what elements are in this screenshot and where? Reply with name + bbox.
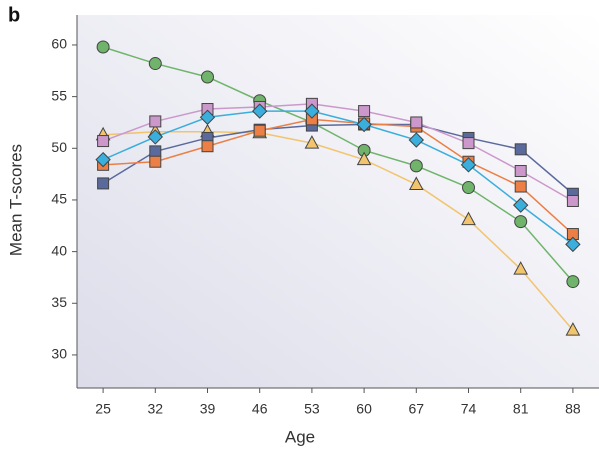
marker — [566, 194, 579, 207]
marker — [408, 132, 425, 148]
marker — [513, 261, 529, 275]
marker — [149, 145, 162, 158]
marker — [462, 181, 475, 195]
marker — [512, 197, 529, 213]
marker — [566, 275, 580, 289]
marker — [514, 215, 528, 229]
y-tick-label: 35 — [51, 294, 67, 310]
x-tick-label: 88 — [565, 401, 581, 417]
x-tick-label: 60 — [356, 401, 372, 417]
x-tick-label: 25 — [95, 401, 111, 417]
marker — [95, 151, 111, 168]
marker — [201, 70, 214, 84]
marker — [514, 143, 527, 156]
x-tick-label: 67 — [409, 401, 425, 417]
plot-background — [77, 15, 599, 388]
marker — [565, 322, 581, 336]
marker — [201, 140, 214, 153]
y-tick-label: 60 — [51, 36, 67, 52]
marker — [149, 155, 162, 168]
marker — [514, 165, 527, 178]
y-tick-label: 55 — [51, 87, 67, 103]
marker — [460, 157, 477, 173]
panel-label: b — [8, 4, 20, 26]
marker — [410, 116, 423, 129]
series-line — [102, 46, 574, 283]
marker — [253, 124, 266, 137]
marker — [304, 103, 320, 119]
marker — [462, 137, 475, 150]
series-line — [102, 110, 574, 245]
x-tick-label: 53 — [304, 401, 320, 417]
y-tick-label: 40 — [51, 242, 67, 258]
y-tick-label: 30 — [51, 346, 67, 362]
x-tick-label: 32 — [148, 401, 164, 417]
marker — [358, 105, 371, 118]
marker — [251, 103, 268, 119]
marker — [514, 180, 527, 193]
x-tick-label: 81 — [513, 401, 529, 417]
marker — [408, 176, 424, 190]
marker — [97, 135, 110, 148]
series-line — [102, 103, 574, 202]
marker — [148, 57, 162, 71]
y-tick-label: 45 — [51, 191, 67, 207]
series-line — [103, 118, 574, 235]
marker — [461, 211, 476, 226]
x-axis-label: Age — [285, 427, 315, 446]
marker — [565, 236, 581, 253]
y-axis-label: Mean T-scores — [6, 144, 25, 256]
series-line — [102, 123, 574, 195]
marker — [149, 115, 162, 128]
x-tick-label: 46 — [252, 401, 268, 417]
x-tick-label: 74 — [461, 401, 477, 417]
x-tick-label: 39 — [200, 401, 216, 417]
marker — [199, 109, 216, 125]
marker — [304, 135, 320, 149]
marker — [356, 116, 372, 133]
marker — [96, 40, 110, 54]
marker — [147, 129, 164, 145]
series-line — [103, 131, 574, 331]
marker — [356, 151, 372, 166]
marker — [409, 159, 423, 173]
y-tick-label: 50 — [51, 139, 67, 155]
marker — [97, 177, 110, 190]
